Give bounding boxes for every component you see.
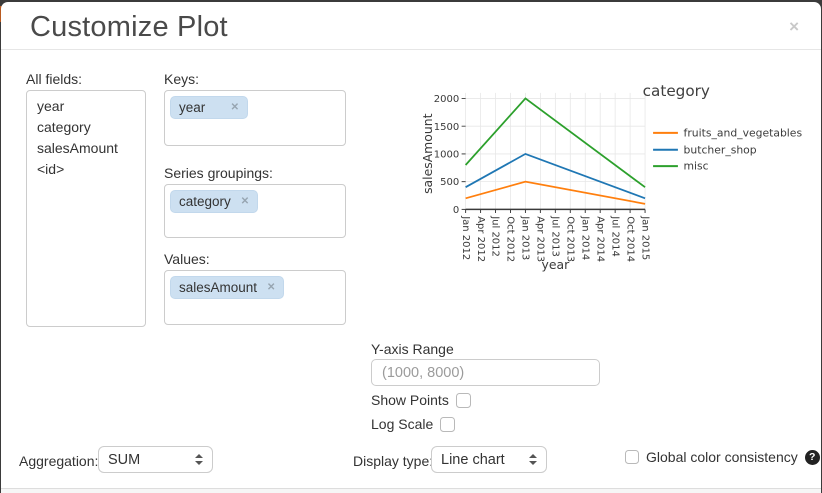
global-color-row: Global color consistency ? — [625, 449, 820, 465]
show-points-label: Show Points — [371, 392, 449, 408]
field-item-id[interactable]: <id> — [37, 161, 65, 177]
field-item-salesamount[interactable]: salesAmount — [37, 140, 118, 156]
keys-dropzone[interactable]: year ✕ — [164, 90, 346, 146]
display-type-label: Display type: — [353, 453, 434, 469]
all-fields-list: year category salesAmount <id> — [26, 90, 146, 327]
aggregation-value: SUM — [108, 451, 141, 468]
select-arrows-icon — [195, 454, 203, 465]
y-axis-title: salesAmount — [420, 113, 435, 193]
legend-item: fruits_and_vegetables — [653, 126, 802, 139]
x-tick-label: Jul 2012 — [490, 215, 501, 257]
x-tick-label: Jul 2014 — [609, 215, 620, 257]
legend-item: butcher_shop — [653, 143, 757, 156]
footer-divider — [1, 488, 821, 493]
series-groupings-dropzone[interactable]: category ✕ — [164, 184, 346, 238]
y-axis-range-label: Y-axis Range — [371, 341, 454, 357]
x-tick-label: Jul 2013 — [550, 215, 561, 257]
field-item-category[interactable]: category — [37, 119, 91, 135]
show-points-checkbox[interactable] — [455, 392, 471, 408]
values-label: Values: — [164, 251, 210, 267]
x-tick-label: Apr 2013 — [535, 216, 546, 262]
legend-item: misc — [653, 160, 709, 173]
legend-label: misc — [684, 160, 709, 173]
chart-gridlines — [465, 92, 646, 210]
display-type-value: Line chart — [441, 451, 505, 468]
series-tag-category[interactable]: category ✕ — [170, 190, 259, 213]
y-tick-label: 0 — [453, 205, 459, 216]
global-color-label: Global color consistency — [646, 449, 798, 465]
key-tag-year[interactable]: year ✕ — [170, 96, 248, 119]
field-item-year[interactable]: year — [37, 98, 65, 114]
remove-tag-icon[interactable]: ✕ — [240, 196, 250, 207]
x-tick-label: Jan 2015 — [639, 215, 650, 260]
axis-ticks — [461, 97, 646, 213]
log-scale-checkbox[interactable] — [440, 416, 456, 432]
dialog-header: Customize Plot × — [1, 2, 821, 50]
x-tick-label: Jan 2014 — [579, 215, 590, 260]
x-axis-title: year — [541, 257, 570, 272]
tick-labels: Jan 2012 Apr 2012 Jul 2012 Oct 2012 Jan 2013… — [434, 94, 651, 262]
chart-legend: category fruits_and_vegetables butcher_s… — [643, 82, 803, 173]
global-color-checkbox[interactable] — [625, 450, 639, 464]
log-scale-row: Log Scale — [371, 416, 456, 432]
question-circle-icon[interactable]: ? — [804, 449, 820, 465]
remove-tag-icon[interactable]: ✕ — [267, 282, 276, 293]
log-scale-label: Log Scale — [371, 416, 434, 432]
series-groupings-label: Series groupings: — [164, 165, 273, 181]
x-tick-label: Jan 2012 — [460, 215, 471, 260]
select-arrows-icon — [529, 454, 537, 465]
legend-label: butcher_shop — [684, 143, 757, 156]
series-lines — [464, 97, 646, 205]
x-tick-label: Apr 2014 — [594, 216, 605, 262]
tag-text: salesAmount — [179, 280, 258, 295]
legend-title: category — [643, 82, 710, 100]
y-tick-label: 1500 — [434, 122, 459, 133]
series-line-butcher_shop — [465, 152, 646, 200]
aggregation-label: Aggregation: — [19, 453, 99, 469]
close-icon[interactable]: × — [789, 17, 799, 36]
line-chart: Jan 2012 Apr 2012 Jul 2012 Oct 2012 Jan 2013… — [420, 82, 803, 272]
remove-tag-icon[interactable]: ✕ — [230, 102, 239, 113]
tag-text: year — [179, 100, 206, 115]
value-tag-salesamount[interactable]: salesAmount ✕ — [170, 276, 285, 299]
x-tick-label: Oct 2012 — [505, 216, 516, 262]
all-fields-label: All fields: — [26, 71, 83, 87]
display-type-select[interactable]: Line chart — [431, 446, 547, 473]
series-line-fruits_and_vegetables — [465, 180, 646, 205]
y-tick-label: 500 — [440, 177, 459, 188]
x-tick-label: Apr 2012 — [475, 216, 486, 262]
x-tick-label: Oct 2013 — [564, 216, 575, 262]
y-tick-label: 1000 — [434, 150, 459, 161]
aggregation-select[interactable]: SUM — [98, 446, 213, 473]
y-tick-label: 2000 — [434, 94, 459, 105]
chart-preview: Jan 2012 Apr 2012 Jul 2012 Oct 2012 Jan 2013… — [371, 72, 821, 354]
legend-label: fruits_and_vegetables — [684, 126, 803, 139]
tag-text: category — [179, 194, 231, 209]
x-tick-label: Jan 2013 — [520, 215, 531, 260]
series-line-misc — [464, 97, 646, 188]
keys-label: Keys: — [164, 71, 200, 87]
dialog-title: Customize Plot — [30, 11, 228, 43]
x-tick-label: Oct 2014 — [624, 216, 635, 262]
y-axis-range-input[interactable] — [371, 359, 600, 386]
values-dropzone[interactable]: salesAmount ✕ — [164, 270, 346, 325]
show-points-row: Show Points — [371, 392, 471, 408]
